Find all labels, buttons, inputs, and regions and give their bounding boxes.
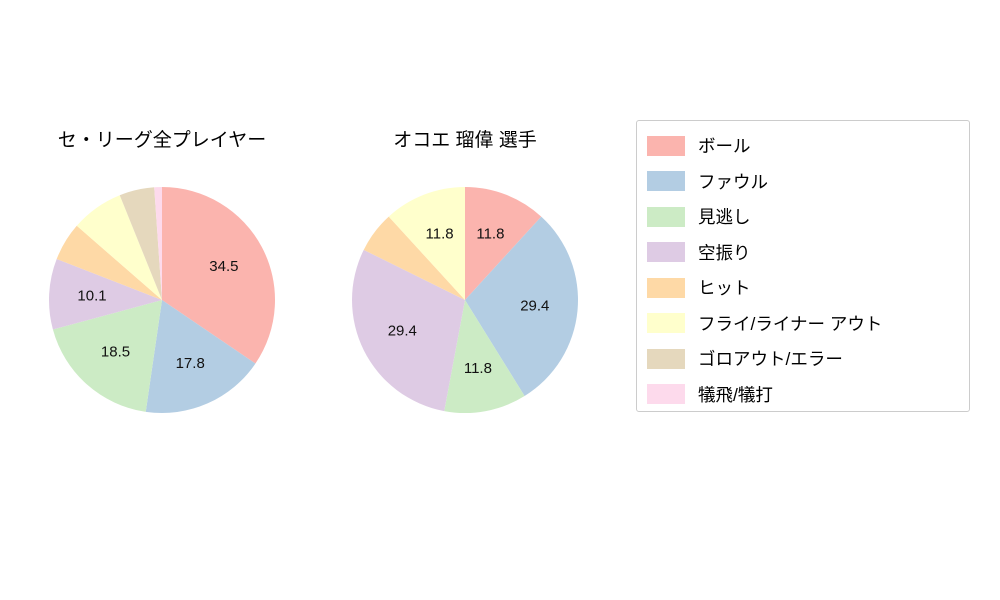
legend-item: ヒット: [637, 270, 969, 306]
pie-value-label: 29.4: [520, 297, 549, 314]
pie-slice: [56, 225, 162, 300]
pie-slice: [388, 187, 465, 300]
pie-value-label: 11.8: [464, 360, 492, 377]
legend-swatch-groundout-error: [647, 348, 685, 369]
legend-item: ボール: [637, 128, 969, 164]
pie-slice: [48, 259, 163, 330]
pie-value-label: 34.5: [209, 258, 238, 275]
pie-value-label: 17.8: [176, 355, 205, 372]
legend-swatch-foul: [647, 171, 685, 192]
legend-item: 見逃し: [637, 199, 969, 235]
pie-value-label: 29.4: [388, 322, 417, 339]
legend-item: フライ/ライナー アウト: [637, 306, 969, 342]
pie-title-right: オコエ 瑠偉 選手: [393, 130, 537, 151]
legend-label: ヒット: [698, 278, 751, 299]
pie-slice: [352, 249, 465, 412]
legend-label: ボール: [698, 136, 751, 157]
pie-value-label: 11.8: [426, 226, 454, 243]
pie-slice: [145, 300, 256, 413]
pie-slice: [52, 300, 162, 412]
legend-item: ファウル: [637, 164, 969, 200]
pie-value-label: 10.1: [77, 287, 106, 304]
pie-slice: [465, 216, 579, 397]
pie-slice: [363, 216, 465, 300]
legend: ボール ファウル 見逃し 空振り ヒット フライ/ライナー アウト ゴロアウト/…: [636, 120, 970, 412]
pie-slice: [162, 186, 276, 364]
legend-item: 犠飛/犠打: [637, 377, 969, 413]
pie-slice: [76, 195, 162, 300]
legend-label: フライ/ライナー アウト: [698, 313, 883, 334]
legend-label: 見逃し: [698, 207, 751, 228]
pie-slice: [444, 300, 525, 414]
legend-label: ファウル: [698, 171, 768, 192]
legend-label: 犠飛/犠打: [698, 384, 773, 405]
pie-slice: [465, 187, 542, 300]
legend-label: 空振り: [698, 242, 751, 263]
pie-slice: [154, 187, 162, 300]
legend-swatch-fly-liner-out: [647, 313, 685, 334]
pie-slice: [119, 187, 162, 300]
pie-value-label: 18.5: [101, 343, 130, 360]
legend-swatch-swinging: [647, 242, 685, 263]
legend-swatch-ball: [647, 135, 685, 156]
legend-item: ゴロアウト/エラー: [637, 341, 969, 377]
legend-item: 空振り: [637, 235, 969, 271]
legend-swatch-hit: [647, 277, 685, 298]
legend-swatch-looking: [647, 206, 685, 227]
pie-title-left: セ・リーグ全プレイヤー: [57, 130, 267, 151]
legend-label: ゴロアウト/エラー: [698, 349, 843, 370]
legend-swatch-sacrifice: [647, 384, 685, 405]
pie-value-label: 11.8: [476, 226, 504, 243]
